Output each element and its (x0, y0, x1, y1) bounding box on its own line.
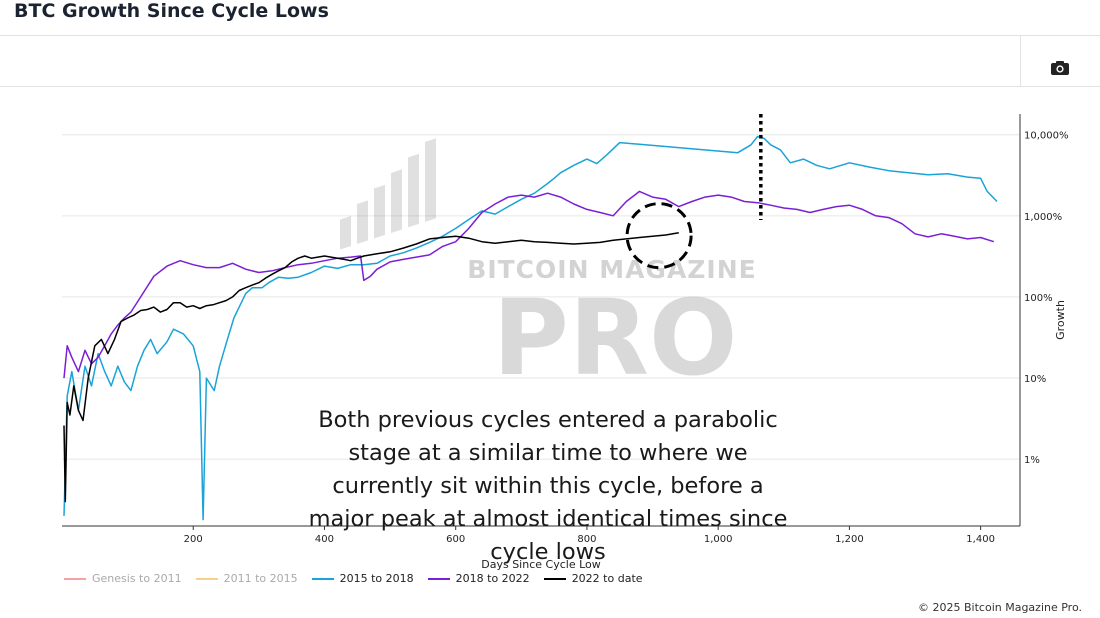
x-tick-label: 400 (315, 534, 334, 545)
watermark-logo-bar (408, 153, 419, 228)
camera-icon[interactable] (1050, 60, 1070, 76)
x-axis-title: Days Since Cycle Low (481, 558, 601, 571)
highlight-circle (625, 202, 693, 270)
series-lines (63, 135, 998, 521)
x-tick-label: 800 (577, 534, 596, 545)
legend-swatch (311, 577, 334, 580)
x-tick-label: 1,000 (704, 534, 733, 545)
x-tick-label: 1,200 (835, 534, 864, 545)
legend-swatch (64, 577, 86, 580)
legend: Genesis to 2011 2011 to 2015 2015 to 2018 2… (64, 572, 657, 585)
watermark-logo-bar (391, 169, 402, 233)
legend-label: 2011 to 2015 (223, 572, 298, 585)
x-tick-label: 1,400 (966, 534, 995, 545)
legend-item[interactable]: 2011 to 2015 (195, 572, 298, 585)
x-tick-label: 600 (446, 534, 465, 545)
legend-item[interactable]: 2018 to 2022 (427, 572, 530, 585)
toolbar-divider (1020, 36, 1021, 86)
y-axis-title: Growth (1054, 300, 1067, 340)
chart-overlays (625, 114, 763, 270)
legend-label: Genesis to 2011 (92, 572, 182, 585)
y-tick-label: 1% (1024, 455, 1040, 466)
legend-swatch (195, 577, 218, 580)
series-line-2015-to-2018 (63, 135, 998, 521)
legend-item[interactable]: 2015 to 2018 (311, 572, 414, 585)
annotation-text: Both previous cycles entered a parabolic… (308, 407, 788, 565)
y-tick-label: 10,000% (1024, 131, 1069, 142)
watermark-text-line1: BITCOIN MAGAZINE (467, 255, 756, 284)
y-tick-label: 1,000% (1024, 212, 1062, 223)
legend-item[interactable]: Genesis to 2011 (64, 572, 182, 585)
watermark-logo-bar (340, 215, 351, 250)
watermark-logo-bar (425, 138, 436, 222)
watermark-logo-bar (357, 200, 368, 245)
page-title: BTC Growth Since Cycle Lows (14, 0, 329, 22)
legend-swatch (543, 577, 566, 580)
series-line-2022-to-date (63, 231, 679, 503)
y-tick-label: 100% (1024, 293, 1053, 304)
watermark-logo-bar (374, 184, 385, 239)
y-tick-label: 10% (1024, 374, 1046, 385)
legend-swatch (427, 577, 450, 580)
x-tick-label: 200 (184, 534, 203, 545)
axes: 1% 10% 100% 1,000% 10,000% 200 400 600 800 1,000 1… (62, 114, 1069, 571)
toolbar-bottom-divider (0, 86, 1100, 87)
legend-item[interactable]: 2022 to date (543, 572, 643, 585)
legend-label: 2018 to 2022 (455, 572, 530, 585)
legend-label: 2022 to date (571, 572, 643, 585)
series-line-2018-to-2022 (63, 190, 995, 379)
watermark-logo (340, 138, 436, 250)
grid-lines (62, 134, 1020, 460)
header-divider (0, 35, 1100, 36)
watermark-text-line2: PRO (493, 277, 738, 399)
legend-label: 2015 to 2018 (339, 572, 414, 585)
copyright: © 2025 Bitcoin Magazine Pro. (918, 601, 1082, 614)
